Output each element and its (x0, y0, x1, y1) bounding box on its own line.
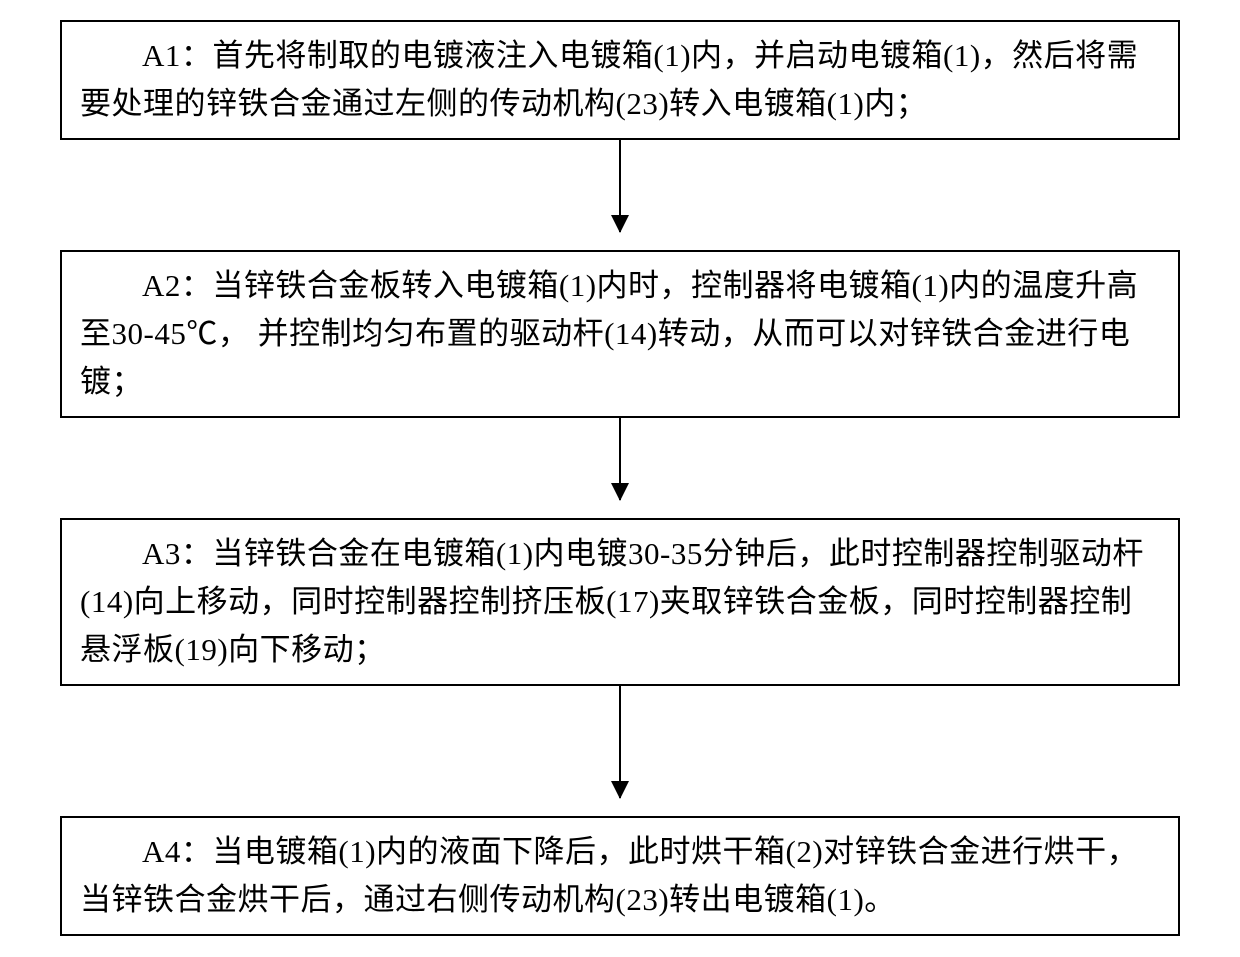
arrow-head-icon (611, 781, 629, 799)
arrow-line (619, 140, 621, 232)
flowchart-arrow-a3-a4 (60, 686, 1180, 816)
flowchart-node-a3: A3：当锌铁合金在电镀箱(1)内电镀30-35分钟后，此时控制器控制驱动杆(14… (60, 518, 1180, 686)
flowchart-container: A1：首先将制取的电镀液注入电镀箱(1)内，并启动电镀箱(1)，然后将需要处理的… (0, 0, 1240, 957)
flowchart-node-a2: A2：当锌铁合金板转入电镀箱(1)内时，控制器将电镀箱(1)内的温度升高至30-… (60, 250, 1180, 418)
flowchart-arrow-a2-a3 (60, 418, 1180, 518)
flowchart-node-a1: A1：首先将制取的电镀液注入电镀箱(1)内，并启动电镀箱(1)，然后将需要处理的… (60, 20, 1180, 140)
flowchart-node-a4: A4：当电镀箱(1)内的液面下降后，此时烘干箱(2)对锌铁合金进行烘干，当锌铁合… (60, 816, 1180, 936)
flowchart-arrow-a1-a2 (60, 140, 1180, 250)
arrow-line (619, 686, 621, 798)
arrow-line (619, 418, 621, 500)
arrow-head-icon (611, 483, 629, 501)
arrow-head-icon (611, 215, 629, 233)
